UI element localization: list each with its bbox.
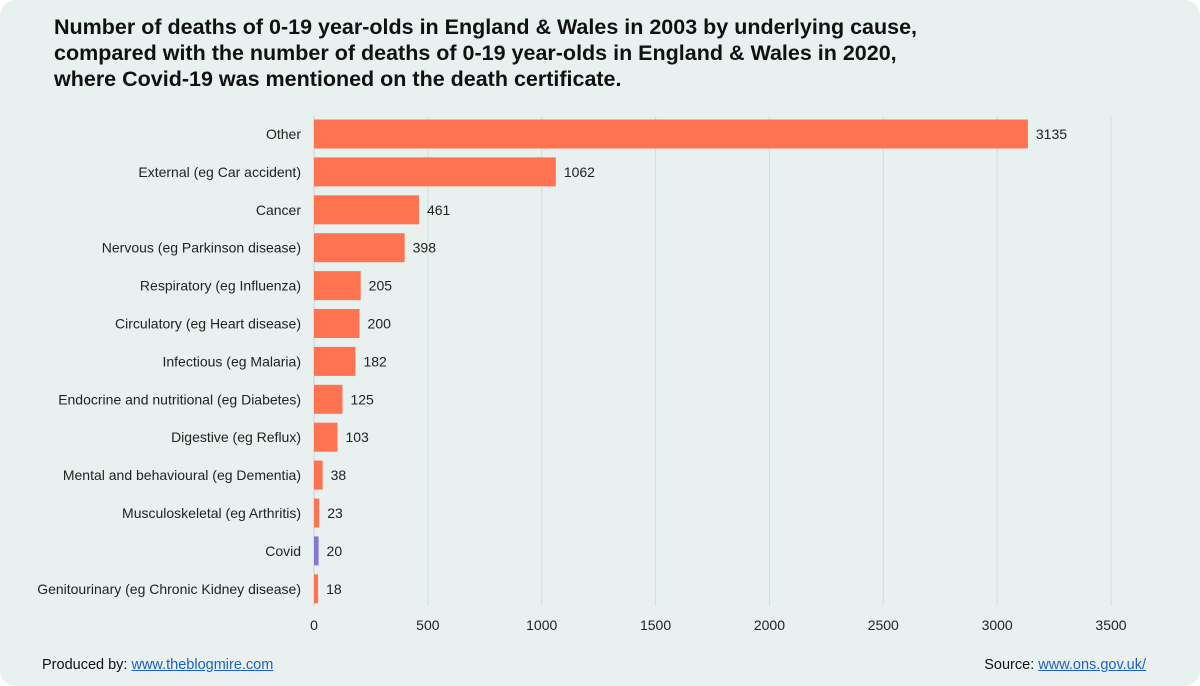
source-link[interactable]: www.ons.gov.uk/ [1038,657,1146,673]
x-tick-label-3500: 3500 [1095,617,1126,633]
x-tick-label-0: 0 [310,617,318,633]
chart-title-line-3: where Covid-19 was mentioned on the deat… [54,67,622,91]
value-label-0: 3135 [1036,126,1067,142]
value-label-10: 23 [327,505,343,521]
value-label-11: 20 [327,543,343,559]
value-label-2: 461 [427,202,451,218]
chart-title-line-2: compared with the number of deaths of 0-… [54,41,897,65]
value-label-6: 182 [363,353,387,369]
value-label-12: 18 [326,581,342,597]
bar-4 [314,271,361,301]
bar-1 [314,157,556,187]
bar-0 [314,119,1028,149]
value-label-5: 200 [368,316,392,332]
x-tick-label-1500: 1500 [640,617,671,633]
chart-title-line-1: Number of deaths of 0-19 year-olds in En… [54,15,918,39]
category-label-2: Cancer [256,202,301,218]
value-label-4: 205 [369,278,393,294]
x-tick-label-2500: 2500 [868,617,899,633]
bar-2 [314,195,419,225]
value-label-3: 398 [413,240,437,256]
category-label-12: Genitourinary (eg Chronic Kidney disease… [37,581,301,597]
category-label-6: Infectious (eg Malaria) [162,353,301,369]
bar-5 [314,309,360,338]
x-tick-label-2000: 2000 [754,617,785,633]
bar-6 [314,346,356,376]
bar-3 [314,233,405,263]
produced-by-link[interactable]: www.theblogmire.com [131,657,274,673]
value-label-8: 103 [345,429,369,445]
category-label-0: Other [266,126,301,142]
category-label-10: Musculoskeletal (eg Arthritis) [122,505,301,521]
produced-by-label: Produced by: [42,657,128,673]
category-label-7: Endocrine and nutritional (eg Diabetes) [58,391,301,407]
chart-title: Number of deaths of 0-19 year-olds in En… [54,14,1174,92]
category-label-1: External (eg Car accident) [138,164,301,180]
bar-12 [314,574,319,604]
value-label-7: 125 [350,391,374,407]
bar-11 [314,536,319,566]
x-tick-label-1000: 1000 [526,617,557,633]
source: Source: www.ons.gov.uk/ [984,657,1146,673]
bar-10 [314,498,320,528]
category-label-4: Respiratory (eg Influenza) [140,278,301,294]
x-tick-label-500: 500 [416,617,440,633]
bar-9 [314,460,323,490]
category-label-8: Digestive (eg Reflux) [171,429,301,445]
value-label-1: 1062 [564,164,595,180]
produced-by: Produced by: www.theblogmire.com [42,657,273,673]
source-label: Source: [984,657,1035,673]
value-label-9: 38 [331,467,347,483]
category-label-3: Nervous (eg Parkinson disease) [102,240,301,256]
x-tick-label-3000: 3000 [982,617,1013,633]
category-label-5: Circulatory (eg Heart disease) [115,316,301,332]
bar-8 [314,422,338,452]
category-label-11: Covid [265,543,301,559]
bar-7 [314,384,343,414]
category-label-9: Mental and behavioural (eg Dementia) [63,467,301,483]
